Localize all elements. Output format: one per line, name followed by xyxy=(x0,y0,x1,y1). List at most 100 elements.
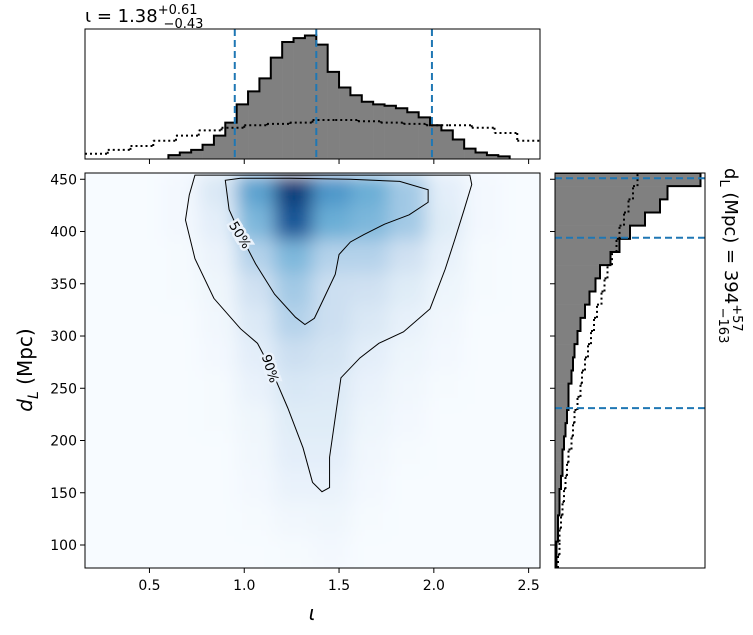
heatmap-cell xyxy=(274,370,313,404)
heatmap-cell xyxy=(502,271,540,306)
heatmap-cell xyxy=(236,304,276,339)
hist-bar xyxy=(464,148,476,159)
heatmap-cell xyxy=(236,436,276,470)
contours xyxy=(184,174,473,493)
hist-bar xyxy=(555,370,572,384)
heatmap-cell xyxy=(312,271,351,306)
hist-bar xyxy=(555,331,578,345)
hist-bar xyxy=(555,383,569,398)
heatmap-cell xyxy=(502,304,540,339)
hist-bar xyxy=(555,304,585,319)
heatmap-cell xyxy=(274,436,313,470)
heatmap-cell xyxy=(502,238,540,273)
x-tick-label: 0.5 xyxy=(138,578,160,594)
heatmap-cell xyxy=(312,469,351,503)
hist-bar xyxy=(555,462,563,477)
heatmap-cell xyxy=(426,469,465,503)
heatmap-cell xyxy=(122,469,162,503)
heatmap-cell xyxy=(426,502,465,536)
heatmap-cell xyxy=(122,173,162,207)
heatmap-cell xyxy=(160,403,200,437)
hist-bar xyxy=(555,199,660,213)
heatmap-cell xyxy=(464,535,503,568)
heatmap-cell xyxy=(464,370,503,404)
heatmap-cell xyxy=(85,469,124,503)
heatmap-cell xyxy=(502,403,540,437)
heatmap-cell xyxy=(388,469,427,503)
heatmap-cell xyxy=(350,436,389,470)
hist-bar xyxy=(179,152,192,159)
heatmap-cell xyxy=(160,304,200,339)
joint-frame xyxy=(84,172,541,569)
heatmap-cell xyxy=(274,205,313,240)
heatmap-cell xyxy=(312,337,351,371)
y-tick-label: 250 xyxy=(50,381,77,397)
heatmap-cell xyxy=(274,337,313,371)
hist-bar xyxy=(555,317,581,332)
heatmap-cell xyxy=(85,205,124,240)
hist-bar xyxy=(395,108,408,159)
heatmap-cell xyxy=(388,271,427,306)
heatmap-cell xyxy=(502,337,540,371)
heatmap-cell xyxy=(160,238,200,273)
heatmap-cell xyxy=(426,403,465,437)
heatmap-cell xyxy=(160,337,200,371)
heatmap-cell xyxy=(464,436,503,470)
hist-bar xyxy=(373,104,385,159)
heatmap-cell xyxy=(350,403,389,437)
right-frame xyxy=(554,172,706,569)
y-tick-label: 150 xyxy=(50,486,77,502)
heatmap-cell xyxy=(502,205,540,240)
right-title: dL (Mpc) = 394+57−163 xyxy=(715,168,744,343)
heatmap-cell xyxy=(85,271,124,306)
heatmap-cell xyxy=(85,502,124,536)
hist-bar xyxy=(555,186,668,200)
heatmap-cell xyxy=(198,173,238,207)
heatmap-cell xyxy=(312,502,351,536)
hist-bar xyxy=(555,344,575,358)
heatmap-cell xyxy=(350,469,389,503)
hist-bar xyxy=(270,57,283,159)
hist-bar xyxy=(486,155,499,159)
heatmap-cell xyxy=(85,403,124,437)
axes: 50%90%0.5 1.0 1.5 2.0 2.51001502002503003504… xyxy=(50,159,555,594)
hist-bar xyxy=(361,101,374,159)
heatmap-cell xyxy=(350,304,389,339)
heatmap-cell xyxy=(122,403,162,437)
heatmap-cell xyxy=(198,436,238,470)
heatmap-cell xyxy=(274,304,313,339)
heatmap-cell xyxy=(198,337,238,371)
heatmap-cell xyxy=(350,238,389,273)
hist-bar xyxy=(418,117,431,159)
hist-bar xyxy=(452,139,465,159)
heatmap-cells xyxy=(85,173,540,568)
hist-bar xyxy=(350,95,363,159)
y-label-sub: L xyxy=(26,391,42,399)
hist-bar xyxy=(555,528,558,542)
hist-bar xyxy=(168,155,181,159)
y-tick-label: 350 xyxy=(50,277,77,293)
heatmap-cell xyxy=(502,436,540,470)
heatmap-cell xyxy=(274,535,313,568)
heatmap-cell xyxy=(160,502,200,536)
heatmap-cell xyxy=(85,238,124,273)
heatmap-cell xyxy=(312,370,351,404)
hist-bar xyxy=(555,436,564,450)
heatmap-cell xyxy=(464,205,503,240)
heatmap-cell xyxy=(312,535,351,568)
heatmap-cell xyxy=(160,173,200,207)
x-label: ι xyxy=(309,601,316,625)
y-tick-label: 100 xyxy=(50,538,77,554)
hist-outline xyxy=(167,34,511,159)
hist-bar xyxy=(282,42,294,159)
heatmap-cell xyxy=(160,271,200,306)
hist-bar xyxy=(555,502,560,516)
heatmap-cell xyxy=(464,469,503,503)
heatmap-cell xyxy=(426,304,465,339)
x-tick-label: 2.0 xyxy=(423,578,445,594)
heatmap-cell xyxy=(312,205,351,240)
hist-bar xyxy=(248,91,260,159)
prior-connector xyxy=(106,120,519,154)
heatmap-cell xyxy=(502,370,540,404)
